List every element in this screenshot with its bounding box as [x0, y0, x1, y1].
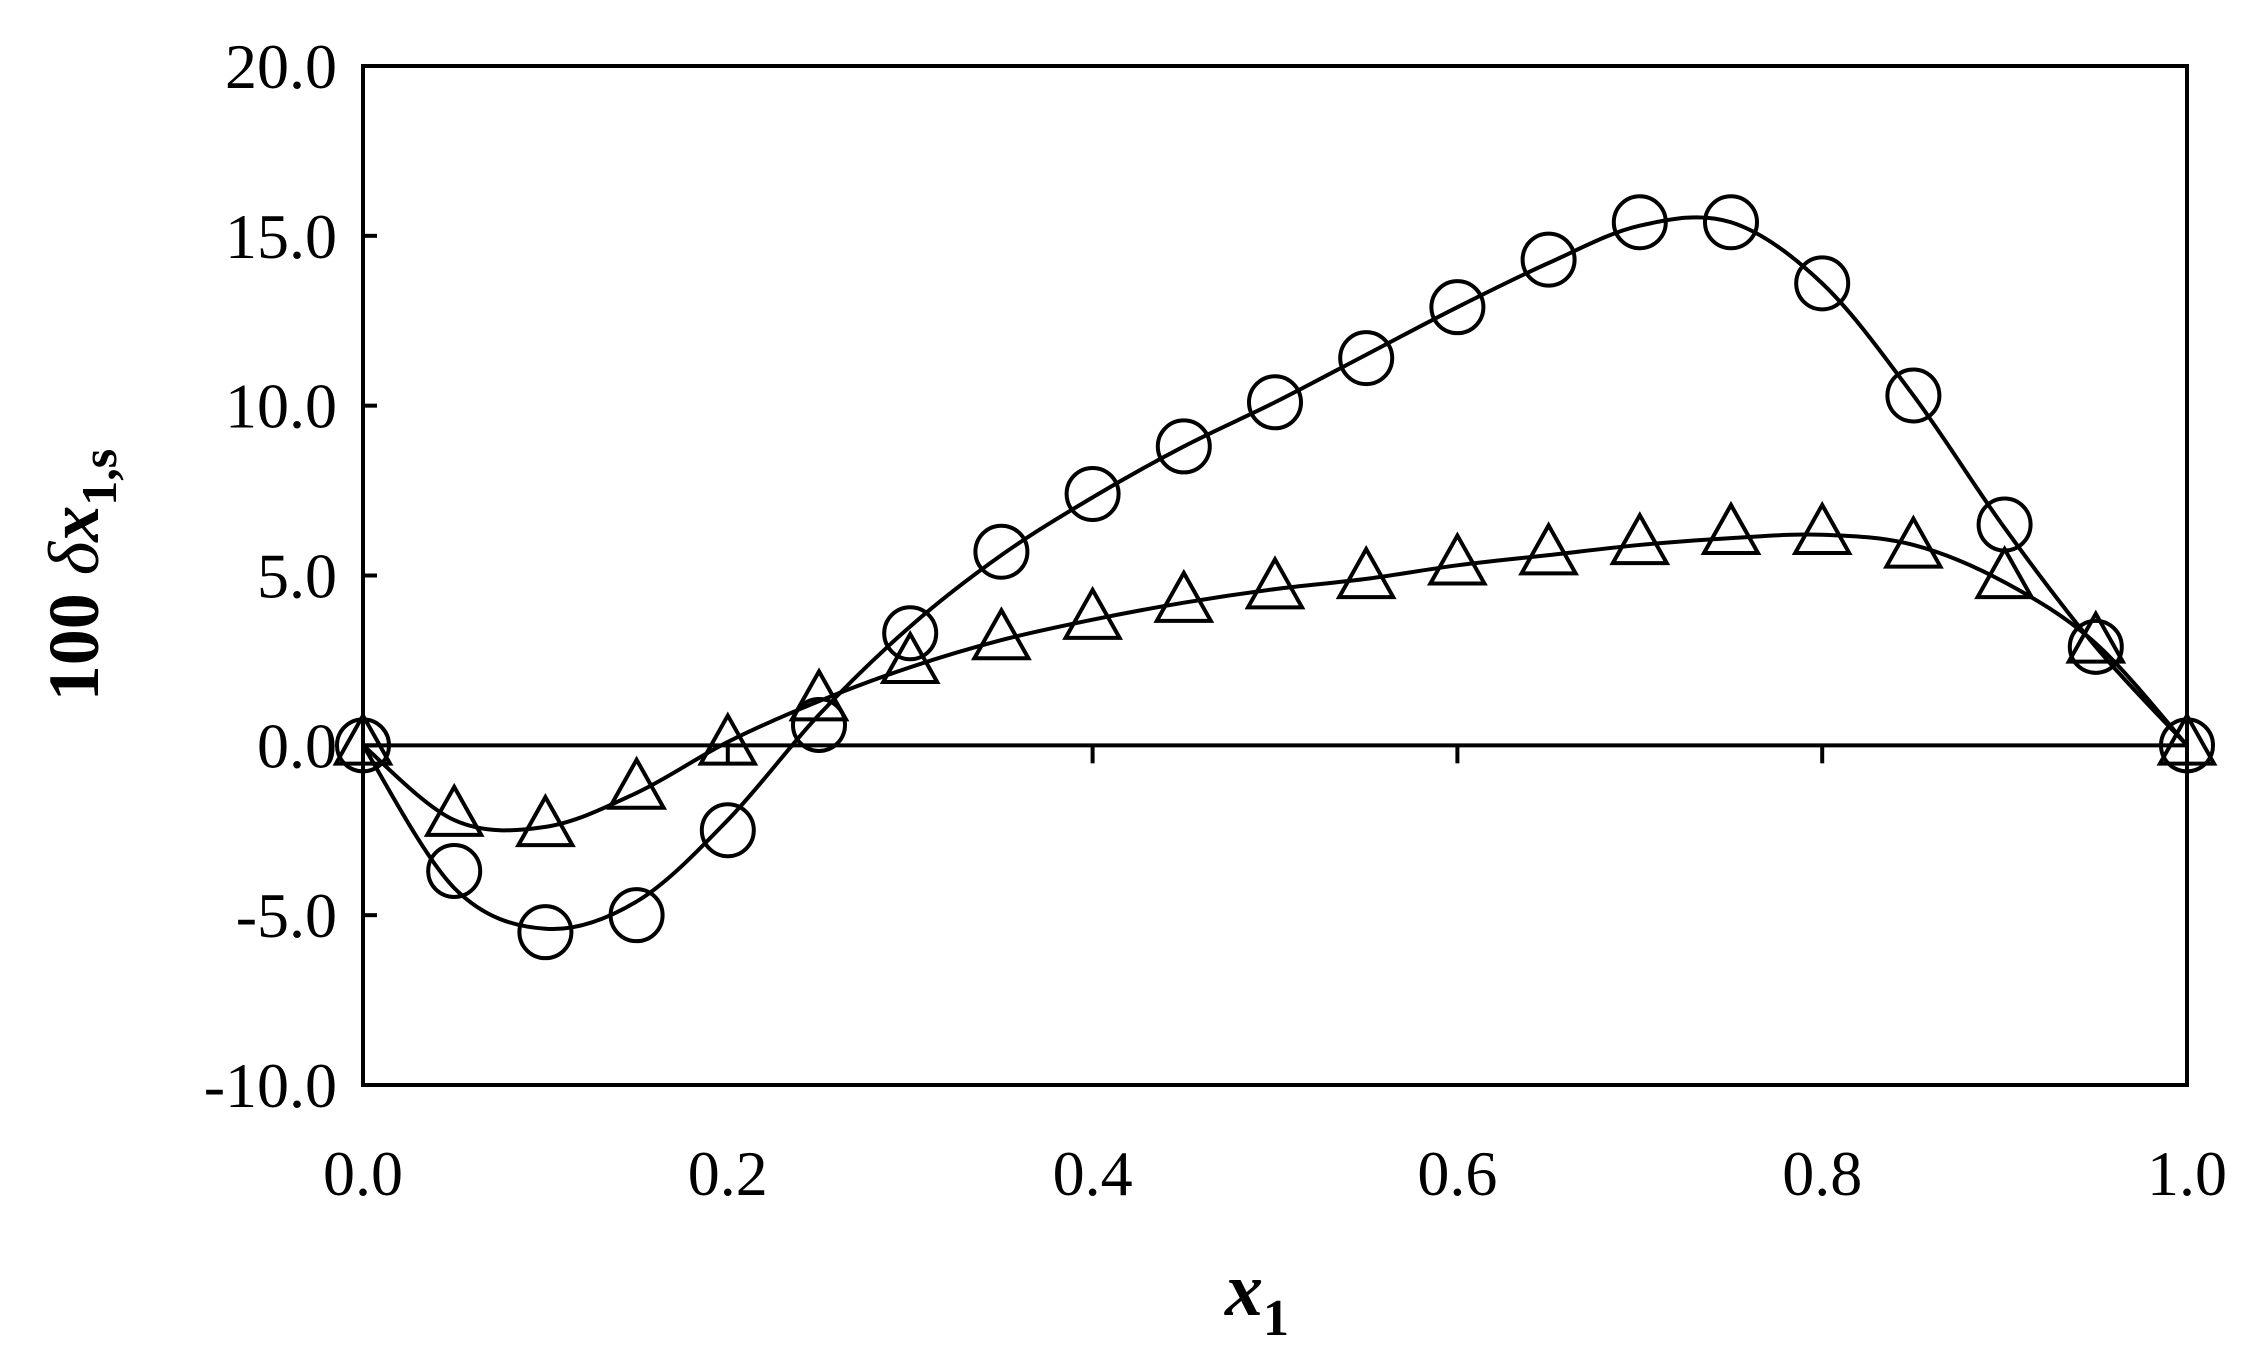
y-tick-label: -10.0: [204, 1050, 337, 1121]
x-tick-label: 0.0: [323, 1138, 403, 1209]
x-tick-label: 0.6: [1417, 1138, 1497, 1209]
x-tick-label: 0.2: [688, 1138, 768, 1209]
circle-marker: [1338, 330, 1395, 387]
triangle-marker: [1882, 514, 1944, 569]
triangle-marker: [1244, 555, 1306, 610]
y-axis-title-var: x: [34, 506, 114, 543]
circle-marker: [1247, 374, 1303, 431]
axes: [361, 64, 2189, 1087]
y-axis-title-prefix: 100: [34, 575, 114, 701]
circle-marker: [973, 523, 1030, 580]
circle-marker: [1611, 194, 1668, 251]
circle-marker: [1885, 367, 1942, 424]
circle-marker: [699, 802, 756, 859]
circle-marker: [1703, 194, 1759, 251]
circle-marker: [2067, 618, 2124, 675]
circle-marker: [1520, 231, 1577, 288]
circle-marker: [1976, 496, 2033, 553]
y-tick-label: 15.0: [225, 201, 337, 272]
triangle-marker: [423, 782, 485, 837]
triangle-marker: [1153, 568, 1215, 623]
y-tick-label: 20.0: [225, 31, 337, 102]
tick-labels: 0.0 0.2 0.4 0.6 0.8 1.0 -10.0 -5.0 0.0 5.0 10.0 15.…: [204, 31, 2227, 1209]
circle-marker: [791, 696, 847, 753]
triangle-marker: [1609, 511, 1671, 566]
circle-marker: [608, 887, 665, 944]
triangle-marker: [1062, 585, 1124, 640]
fit-curves: [361, 215, 2189, 932]
circle-marker: [1064, 465, 1121, 522]
y-tick-label: 10.0: [225, 371, 337, 442]
triangle-marker: [788, 667, 850, 722]
triangle-marker: [1791, 500, 1853, 555]
triangle-marker: [514, 793, 576, 848]
x-tick-label: 0.4: [1053, 1138, 1133, 1209]
data-markers: [332, 194, 2218, 961]
x-tick-label: 1.0: [2147, 1138, 2227, 1209]
triangle-marker: [970, 606, 1032, 661]
triangle-marker: [1426, 531, 1488, 586]
triangle-marker: [1974, 545, 2036, 600]
triangle-marker: [1700, 500, 1762, 555]
triangle-marker: [697, 711, 759, 766]
triangle-marker: [1335, 545, 1397, 600]
x-tick-label: 0.8: [1782, 1138, 1862, 1209]
x-axis-title-sub: 1: [1263, 1290, 1289, 1347]
triangle-marker: [2065, 609, 2127, 664]
triangle-marker: [1518, 521, 1580, 576]
circle-marker: [517, 904, 574, 961]
y-tick-label: 0.0: [257, 710, 337, 781]
y-tick-label: 5.0: [257, 541, 337, 612]
y-axis-title: 100 δx1,s: [34, 449, 127, 701]
y-axis-title-sub: 1,s: [71, 449, 127, 506]
circle-marker: [426, 843, 483, 900]
triangle-marker: [606, 755, 668, 810]
y-axis-title-delta: δ: [34, 540, 114, 575]
series-1-fit-line: [361, 215, 2189, 932]
triangle-marker: [879, 629, 941, 685]
circle-marker: [1794, 255, 1851, 312]
circle-marker: [1429, 279, 1486, 336]
y-tick-label: -5.0: [236, 880, 337, 951]
x-axis-title: x1: [1224, 1248, 1289, 1347]
circle-marker: [882, 605, 939, 662]
series-2-fit-line: [361, 532, 2189, 833]
x-axis-title-var: x: [1224, 1248, 1263, 1332]
circle-marker: [1155, 418, 1212, 475]
